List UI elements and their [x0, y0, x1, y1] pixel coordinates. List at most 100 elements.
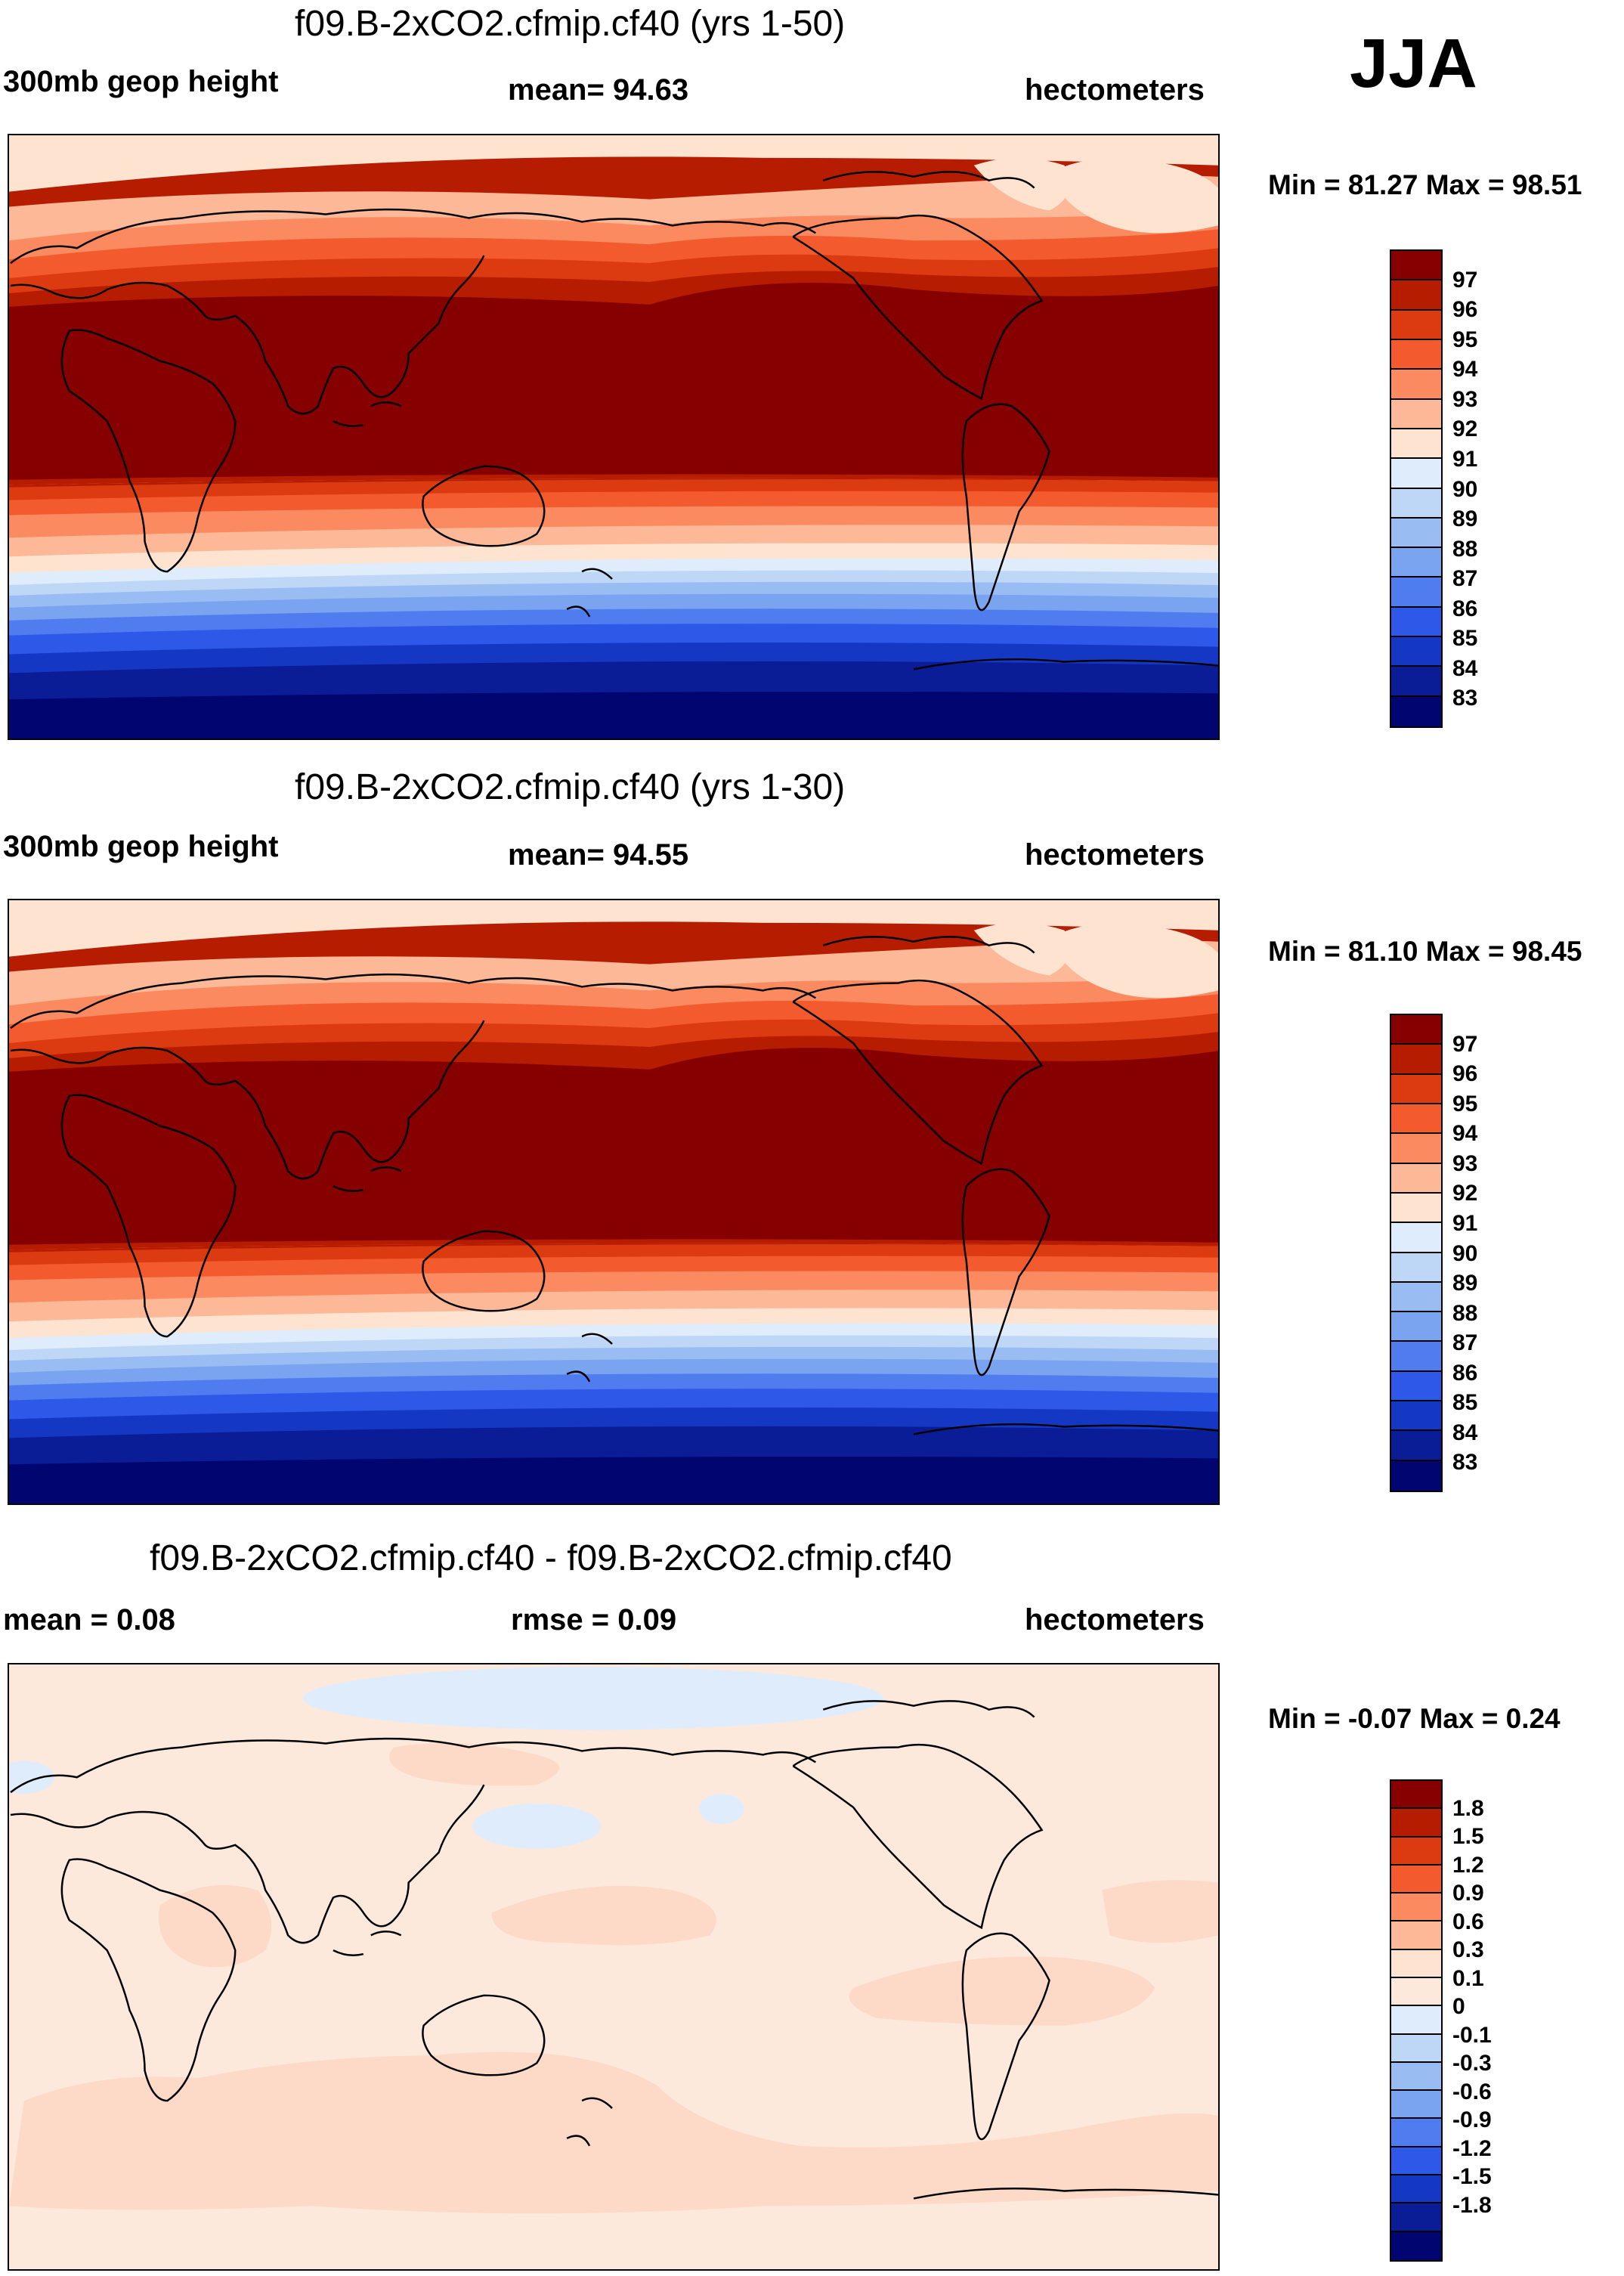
colorbar-tick-label: 91 [1452, 1210, 1478, 1236]
colorbar-tick-label: 85 [1452, 626, 1478, 652]
colorbar-swatch [1391, 399, 1441, 429]
panel2-minmax-label: Min = 81.10 Max = 98.45 [1268, 936, 1582, 967]
panel3-units-label: hectometers [1025, 1603, 1205, 1637]
panel3-contour-field [9, 1664, 1218, 2269]
colorbar-swatch [1391, 2062, 1441, 2092]
colorbar-swatch [1391, 1865, 1441, 1894]
colorbar-tick-label: -0.1 [1452, 2022, 1492, 2048]
colorbar-swatch [1391, 1401, 1441, 1432]
colorbar-swatch [1391, 1781, 1441, 1810]
panel3-title: f09.B-2xCO2.cfmip.cf40 - f09.B-2xCO2.cfm… [150, 1538, 952, 1578]
colorbar-tick-label: 86 [1452, 596, 1478, 621]
colorbar-tick-label: 90 [1452, 1240, 1478, 1266]
colorbar-tick-label: 0.1 [1452, 1965, 1484, 1991]
colorbar-swatch [1391, 370, 1441, 400]
colorbar-tick-label: 85 [1452, 1390, 1478, 1416]
colorbar-tick-label: 95 [1452, 327, 1478, 352]
colorbar-tick-label: 97 [1452, 1031, 1478, 1057]
colorbar-swatch [1391, 1223, 1441, 1253]
panel1-units-label: hectometers [1025, 73, 1205, 107]
colorbar-swatch [1391, 2147, 1441, 2175]
panel2-coastlines [10, 936, 1218, 1435]
colorbar-swatch [1391, 607, 1441, 638]
colorbar-swatch [1391, 696, 1441, 726]
season-label: JJA [1350, 25, 1477, 102]
colorbar-swatch [1391, 310, 1441, 340]
colorbar-swatch [1391, 1977, 1441, 2007]
colorbar-swatch [1391, 1921, 1441, 1950]
colorbar-swatch [1391, 1163, 1441, 1194]
colorbar-swatch [1391, 2175, 1441, 2204]
panel2-title: f09.B-2xCO2.cfmip.cf40 (yrs 1-30) [295, 767, 846, 807]
panel1-variable-label: 300mb geop height [3, 65, 279, 98]
colorbar-swatch [1391, 2231, 1441, 2260]
panel2-mean-label: mean= 94.55 [508, 838, 689, 872]
colorbar-tick-label: 93 [1452, 1150, 1478, 1176]
colorbar-swatch [1391, 488, 1441, 519]
colorbar-tick-label: -0.9 [1452, 2107, 1492, 2133]
colorbar-swatch [1391, 1312, 1441, 1342]
colorbar-swatch [1391, 2119, 1441, 2147]
colorbar-swatch [1391, 1809, 1441, 1838]
colorbar-swatch [1391, 1134, 1441, 1164]
panel2-colorbar [1390, 1014, 1443, 1492]
colorbar-tick-label: 97 [1452, 267, 1478, 293]
colorbar-swatch [1391, 667, 1441, 697]
colorbar-swatch [1391, 1193, 1441, 1224]
colorbar-tick-label: 86 [1452, 1360, 1478, 1386]
colorbar-tick-label: 92 [1452, 416, 1478, 442]
panel3-mean-label: mean = 0.08 [3, 1603, 175, 1637]
colorbar-tick-label: -1.8 [1452, 2192, 1492, 2218]
colorbar-tick-label: -0.3 [1452, 2051, 1492, 2076]
colorbar-swatch [1391, 1104, 1441, 1135]
colorbar-swatch [1391, 429, 1441, 460]
colorbar-swatch [1391, 1015, 1441, 1045]
colorbar-swatch [1391, 1371, 1441, 1402]
panel3-map [8, 1663, 1220, 2271]
panel1-mean-label: mean= 94.63 [508, 73, 689, 107]
panel2-units-label: hectometers [1025, 838, 1205, 872]
colorbar-tick-label: 84 [1452, 1420, 1478, 1445]
colorbar-swatch [1391, 637, 1441, 667]
colorbar-tick-label: 87 [1452, 566, 1478, 592]
colorbar-tick-label: 1.8 [1452, 1795, 1484, 1821]
panel2-variable-label: 300mb geop height [3, 830, 279, 863]
colorbar-swatch [1391, 1837, 1441, 1866]
panel1-minmax-label: Min = 81.27 Max = 98.51 [1268, 169, 1582, 200]
colorbar-tick-label: 0.3 [1452, 1937, 1484, 1963]
panel3-coastlines [10, 1700, 1218, 2200]
panel3-minmax-label: Min = -0.07 Max = 0.24 [1268, 1703, 1561, 1734]
colorbar-tick-label: 92 [1452, 1181, 1478, 1206]
colorbar-tick-label: 91 [1452, 446, 1478, 472]
colorbar-swatch [1391, 1460, 1441, 1491]
colorbar-swatch [1391, 339, 1441, 370]
colorbar-tick-label: 87 [1452, 1330, 1478, 1356]
panel1-map [8, 134, 1220, 740]
colorbar-tick-label: -1.2 [1452, 2135, 1492, 2161]
panel1-title: f09.B-2xCO2.cfmip.cf40 (yrs 1-50) [295, 4, 846, 44]
colorbar-tick-label: 88 [1452, 536, 1478, 562]
colorbar-tick-label: 89 [1452, 1271, 1478, 1296]
panel1-coastlines [10, 171, 1218, 670]
colorbar-tick-label: 1.2 [1452, 1852, 1484, 1878]
colorbar-tick-label: 0 [1452, 1994, 1465, 2020]
colorbar-tick-label: 1.5 [1452, 1824, 1484, 1850]
panel3-colorbar [1390, 1779, 1443, 2262]
colorbar-tick-label: -1.5 [1452, 2164, 1492, 2190]
colorbar-tick-label: 83 [1452, 686, 1478, 711]
colorbar-tick-label: 94 [1452, 357, 1478, 382]
colorbar-swatch [1391, 1342, 1441, 1372]
colorbar-swatch [1391, 1253, 1441, 1283]
colorbar-tick-label: 0.6 [1452, 1909, 1484, 1934]
colorbar-tick-label: 96 [1452, 1061, 1478, 1087]
panel3-rmse-label: rmse = 0.09 [511, 1603, 677, 1637]
colorbar-tick-label: 89 [1452, 506, 1478, 532]
colorbar-swatch [1391, 1431, 1441, 1461]
colorbar-tick-label: -0.6 [1452, 2079, 1492, 2104]
colorbar-tick-label: 88 [1452, 1300, 1478, 1326]
colorbar-tick-label: 83 [1452, 1450, 1478, 1476]
panel1-colorbar [1390, 249, 1443, 728]
colorbar-swatch [1391, 2034, 1441, 2063]
colorbar-swatch [1391, 2091, 1441, 2120]
panel2-map [8, 899, 1220, 1505]
